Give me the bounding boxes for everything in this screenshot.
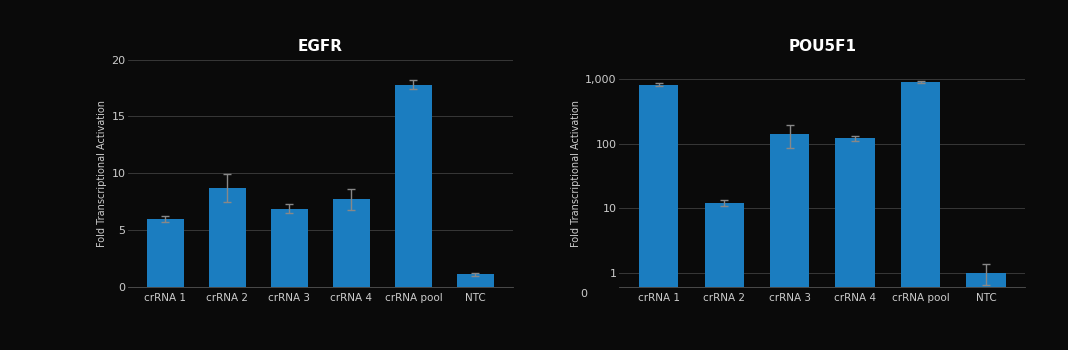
Bar	[770, 134, 810, 350]
Bar	[395, 84, 433, 287]
Y-axis label: Fold Transcriptional Activation: Fold Transcriptional Activation	[97, 100, 107, 247]
Title: POU5F1: POU5F1	[788, 39, 857, 54]
Title: EGFR: EGFR	[298, 39, 343, 54]
Bar	[639, 84, 678, 350]
Text: 0: 0	[580, 289, 587, 299]
Y-axis label: Fold Transcriptional Activation: Fold Transcriptional Activation	[571, 100, 581, 247]
Bar	[835, 138, 875, 350]
Bar	[333, 199, 370, 287]
Bar	[705, 203, 743, 350]
Bar	[967, 273, 1006, 350]
Bar	[457, 274, 494, 287]
Bar	[146, 219, 184, 287]
Bar	[901, 82, 940, 350]
Bar	[208, 188, 246, 287]
Bar	[271, 209, 308, 287]
